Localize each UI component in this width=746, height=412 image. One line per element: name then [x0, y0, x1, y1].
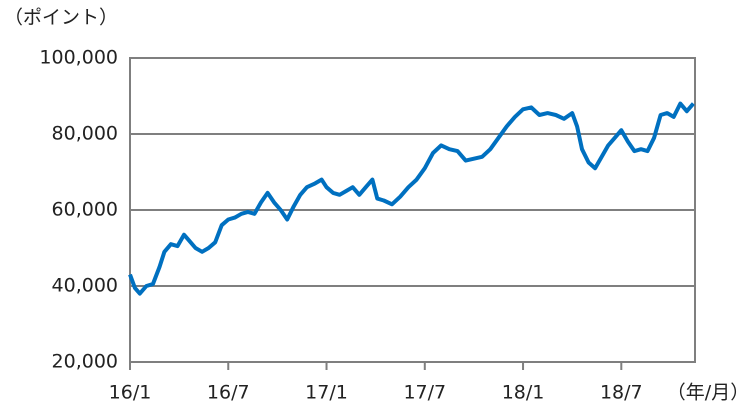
x-axis-label: （年/月） [667, 382, 746, 404]
x-tick-label: 16/7 [207, 382, 250, 404]
y-tick-label: 40,000 [52, 275, 118, 297]
series-line [128, 101, 695, 296]
x-tick-label: 17/7 [403, 382, 446, 404]
x-tick-label: 16/1 [109, 382, 152, 404]
y-axis-label: （ポイント） [4, 7, 118, 29]
x-tick-label: 18/1 [502, 382, 545, 404]
y-tick-label: 60,000 [52, 199, 118, 221]
y-tick-label: 80,000 [52, 123, 118, 145]
y-tick-label: 100,000 [39, 47, 118, 69]
y-tick-label: 20,000 [52, 351, 118, 373]
x-tick-label: 17/1 [305, 382, 348, 404]
plot-frame [129, 57, 696, 363]
x-tick-label: 18/7 [600, 382, 643, 404]
